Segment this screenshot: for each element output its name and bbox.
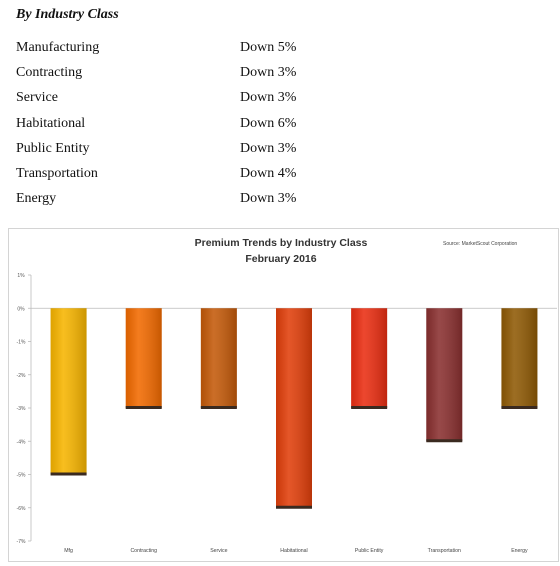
category-label: Mfg	[64, 548, 73, 554]
bar-shade	[501, 308, 538, 408]
bar-end-cap	[426, 439, 463, 443]
industry-name: Service	[16, 90, 58, 106]
industry-row: Energy Down 3%	[16, 186, 356, 211]
industry-row: Contracting Down 3%	[16, 60, 356, 85]
bar-shade	[276, 308, 312, 508]
y-tick-label: -2%	[17, 373, 26, 379]
bar-end-cap	[501, 406, 538, 409]
bar-end-cap	[200, 406, 237, 409]
industry-name: Energy	[16, 191, 57, 207]
category-label: Transportation	[428, 548, 461, 554]
category-label: Public Entity	[355, 548, 384, 554]
y-tick-label: -4%	[17, 439, 26, 445]
industry-name: Public Entity	[16, 140, 90, 156]
industry-row: Manufacturing Down 5%	[16, 35, 356, 60]
industry-value: Down 5%	[240, 40, 297, 55]
industry-name: Manufacturing	[16, 40, 100, 55]
y-tick-label: -6%	[17, 506, 26, 512]
y-tick-label: -3%	[17, 406, 26, 412]
category-labels: Mfg Contracting Service Habitational Public …	[64, 548, 528, 554]
y-tick-label: 0%	[17, 306, 25, 312]
bar-chart: Premium Trends by Industry Class Februar…	[17, 237, 557, 554]
category-label: Contracting	[130, 548, 157, 554]
bar-layer	[50, 308, 538, 509]
y-tick-label: 1%	[17, 273, 25, 279]
industry-row: Service Down 3%	[16, 85, 356, 110]
y-tick-label: -7%	[17, 539, 26, 545]
industry-value: Down 3%	[240, 191, 297, 207]
industry-row: Public Entity Down 3%	[16, 136, 356, 161]
category-label: Energy	[511, 548, 528, 554]
bar-end-cap	[351, 406, 388, 409]
category-label: Service	[210, 548, 227, 554]
industry-row: Habitational Down 6%	[16, 111, 356, 136]
industry-row: Transportation Down 4%	[16, 161, 356, 186]
bar-shade	[351, 308, 388, 408]
chart-title: Premium Trends by Industry Class	[195, 237, 368, 249]
category-label: Habitational	[280, 548, 307, 554]
industry-value: Down 3%	[240, 140, 297, 156]
industry-list: Manufacturing Down 5% Contracting Down 3…	[16, 35, 356, 211]
industry-value: Down 6%	[240, 115, 297, 131]
industry-value: Down 3%	[240, 90, 297, 106]
industry-name: Habitational	[16, 115, 86, 131]
chart-subtitle: February 2016	[245, 253, 316, 265]
industry-value: Down 3%	[240, 65, 297, 81]
bar-end-cap	[125, 406, 162, 409]
chart-source: Source: MarketScout Corporation	[443, 241, 517, 247]
industry-name: Transportation	[16, 165, 98, 181]
chart-container: Premium Trends by Industry Class Februar…	[8, 228, 559, 562]
bar-end-cap	[50, 472, 87, 476]
bar-shade	[426, 308, 463, 442]
bar-end-cap	[276, 505, 312, 509]
bar-shade	[125, 308, 162, 408]
bar-shade	[50, 308, 87, 475]
industry-value: Down 4%	[240, 165, 297, 181]
section-heading: By Industry Class	[16, 7, 119, 22]
y-tick-label: -1%	[17, 340, 26, 346]
bar-shade	[200, 308, 237, 408]
axis-layer: 1% 0% -1% -2% -3% -4% -5% -6% -7%	[17, 273, 557, 545]
y-tick-label: -5%	[17, 473, 26, 479]
industry-name: Contracting	[16, 65, 83, 81]
